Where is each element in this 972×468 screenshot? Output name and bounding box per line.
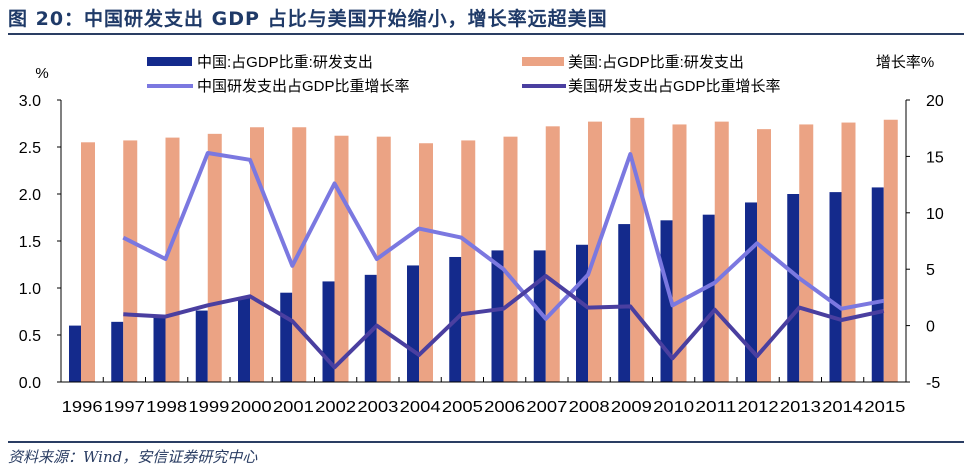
bar-us-2015 [883, 119, 898, 383]
x-tick-label: 2008 [569, 399, 610, 416]
x-tick-label: 2002 [315, 399, 356, 416]
right-axis-unit: 增长率% [876, 54, 934, 71]
right-tick-label: 5 [926, 262, 935, 279]
left-tick-label: 2.5 [19, 140, 41, 157]
bar-china-2008 [576, 244, 588, 382]
legend-label-china-bar: 中国:占GDP比重:研发支出 [197, 54, 373, 71]
bar-us-2003 [376, 136, 391, 382]
left-tick-label: 1.0 [19, 281, 41, 298]
bar-china-2010 [660, 220, 673, 382]
left-tick-label: 1.5 [19, 234, 41, 251]
bar-us-2006 [503, 136, 518, 382]
x-tick-label: 2007 [526, 399, 567, 416]
x-tick-label: 1999 [188, 399, 229, 416]
bar-us-2007 [545, 126, 560, 382]
right-tick-label: 15 [926, 149, 944, 166]
bar-us-2005 [461, 140, 476, 382]
bar-china-2015 [871, 187, 884, 382]
x-tick-label: 1996 [62, 399, 103, 416]
bar-china-2009 [618, 224, 631, 382]
bar-us-1999 [207, 133, 222, 382]
legend-label-us-bar: 美国:占GDP比重:研发支出 [568, 54, 744, 71]
bar-china-2003 [364, 274, 377, 382]
legend-label-china-line: 中国研发支出占GDP比重增长率 [197, 78, 410, 95]
bar-china-2000 [238, 297, 250, 382]
title-divider [8, 33, 964, 35]
bar-us-1997 [123, 140, 138, 382]
bar-us-1996 [81, 142, 95, 382]
bar-china-2013 [787, 194, 800, 382]
bar-us-2012 [757, 129, 771, 382]
legend-swatch-us-bar [522, 57, 564, 66]
bar-us-2010 [672, 124, 687, 382]
left-tick-label: 2.0 [19, 187, 41, 204]
x-tick-label: 1998 [146, 399, 187, 416]
x-tick-label: 2015 [864, 399, 905, 416]
bar-china-2001 [280, 292, 293, 382]
right-tick-label: -5 [926, 375, 940, 392]
legend-swatch-china-bar [147, 57, 192, 66]
source-note: 资料来源：Wind，安信证券研究中心 [8, 448, 258, 466]
bar-china-2014 [829, 192, 842, 382]
line-china-growth [122, 151, 885, 321]
bar-china-2011 [702, 214, 715, 382]
left-tick-label: 0.0 [19, 375, 41, 392]
bar-china-1999 [195, 310, 208, 382]
bar-us-1998 [165, 137, 180, 382]
x-tick-label: 2000 [231, 399, 272, 416]
bar-us-2009 [630, 117, 645, 383]
x-tick-label: 2004 [400, 399, 441, 416]
x-tick-label: 2011 [695, 399, 736, 416]
x-tick-label: 2005 [442, 399, 483, 416]
source-divider [8, 441, 964, 443]
bar-china-2006 [491, 250, 504, 382]
x-tick-label: 1997 [104, 399, 145, 416]
bar-us-2004 [419, 143, 433, 382]
left-tick-label: 0.5 [19, 328, 41, 345]
bar-china-2004 [407, 265, 419, 382]
x-tick-label: 2010 [653, 399, 694, 416]
bar-us-2002 [334, 135, 349, 382]
x-tick-label: 2012 [738, 399, 779, 416]
left-axis-unit: % [35, 65, 48, 82]
line-us-growth [123, 274, 885, 370]
figure-title: 图 20：中国研发支出 GDP 占比与美国开始缩小，增长率远超美国 [8, 8, 608, 30]
bar-china-1998 [153, 317, 166, 382]
bar-us-2013 [799, 124, 814, 382]
right-tick-label: 20 [926, 93, 944, 110]
bar-us-2011 [714, 121, 729, 383]
left-tick-label: 3.0 [19, 93, 41, 110]
bar-us-2014 [841, 122, 856, 382]
legend-label-us-line: 美国研发支出占GDP比重增长率 [568, 78, 781, 95]
x-tick-label: 2013 [780, 399, 821, 416]
x-tick-label: 2001 [273, 399, 314, 416]
right-tick-label: 0 [926, 319, 935, 336]
x-tick-label: 2006 [484, 399, 525, 416]
x-tick-label: 2009 [611, 399, 652, 416]
bar-china-1997 [111, 321, 124, 382]
x-tick-label: 2014 [822, 399, 863, 416]
right-tick-label: 10 [926, 206, 944, 223]
x-tick-label: 2003 [357, 399, 398, 416]
bar-china-1996 [69, 325, 81, 382]
